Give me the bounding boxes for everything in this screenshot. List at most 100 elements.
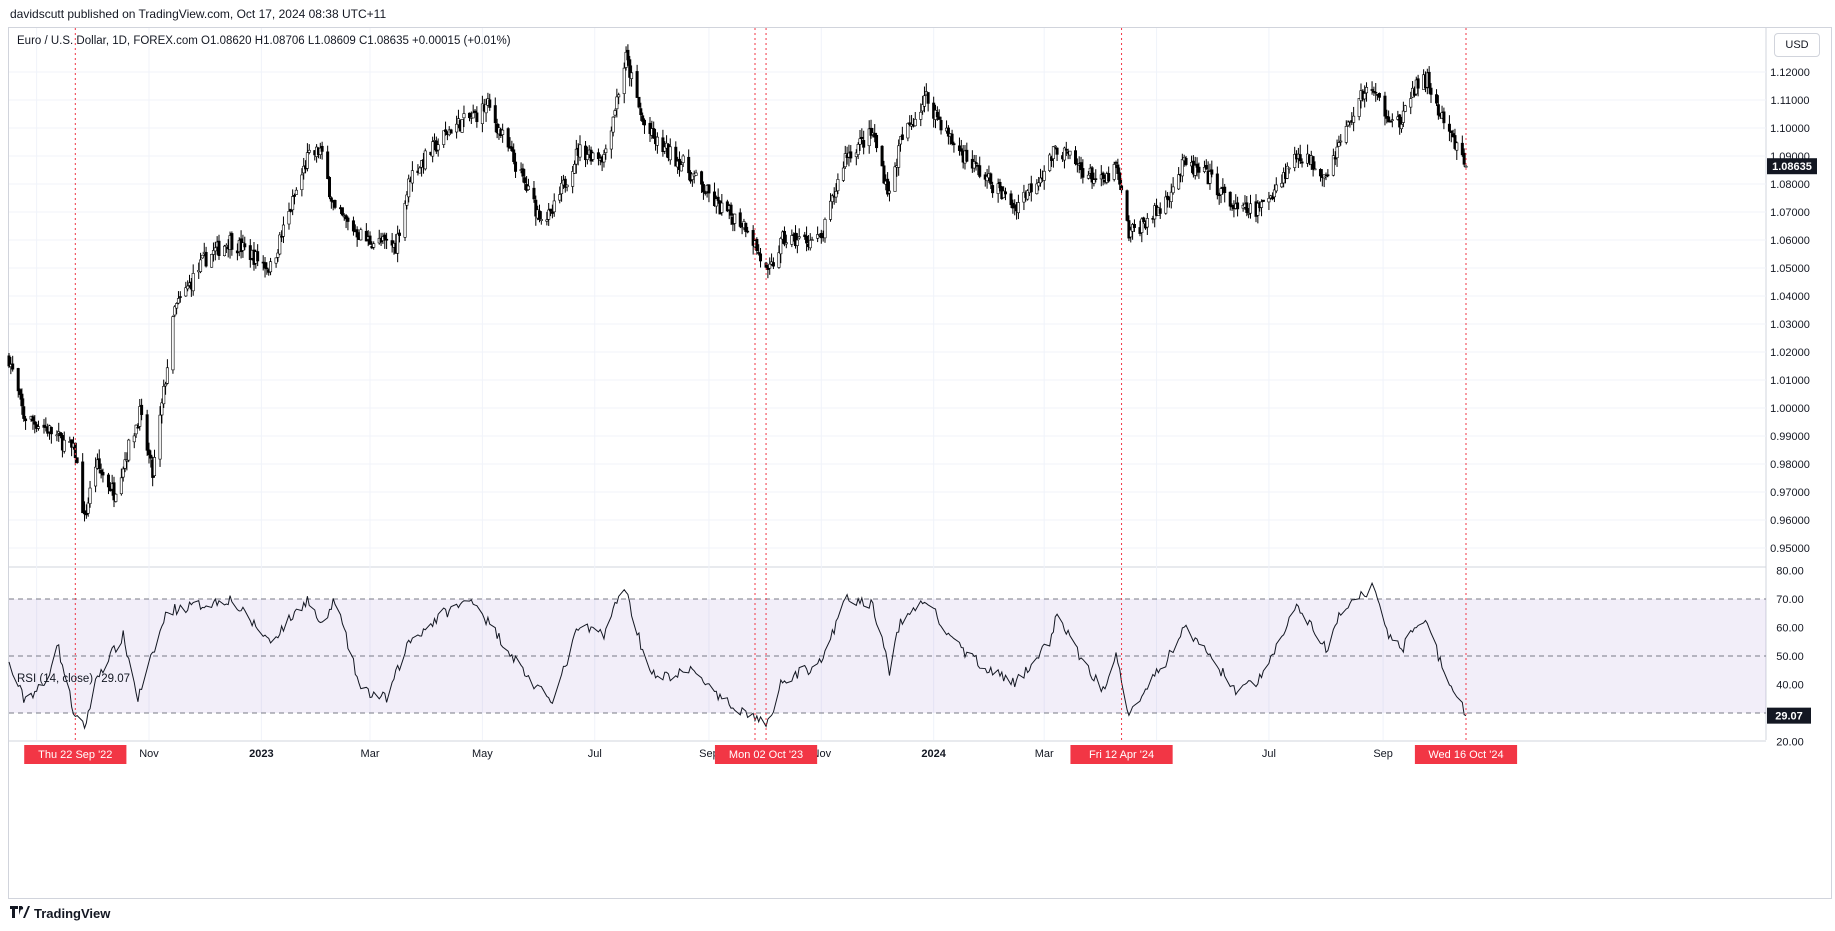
candle-body (1035, 183, 1039, 195)
candle-body (55, 434, 59, 437)
candle-body (836, 179, 840, 192)
candle-body (843, 153, 847, 168)
candle-body (808, 239, 812, 249)
candle-body (1217, 194, 1221, 197)
candle-body (858, 138, 862, 145)
candle-body (359, 229, 363, 241)
candle-body (922, 95, 926, 107)
candle-body (1267, 198, 1271, 203)
candle-body (764, 262, 768, 268)
candle-body (777, 252, 781, 268)
candle-body (1298, 154, 1302, 162)
candle-body (613, 110, 617, 116)
candle-body (768, 263, 772, 269)
candle-body (460, 119, 464, 133)
candle-body (1285, 165, 1289, 179)
candle-body (805, 235, 809, 244)
candle-body (134, 424, 138, 435)
candle-body (493, 105, 497, 124)
rsi-tick-label: 60.00 (1776, 623, 1804, 635)
candle-body (1398, 114, 1402, 128)
price-tick-label: 1.05000 (1770, 263, 1810, 275)
candle-body (1210, 169, 1214, 175)
candle-body (1016, 202, 1020, 214)
candle-body (1339, 140, 1343, 143)
candle-body (471, 112, 475, 119)
candle-body (1094, 178, 1098, 180)
candle-body (1261, 199, 1265, 202)
candle-body (162, 386, 166, 405)
candle-body (1374, 91, 1378, 94)
candle-body (340, 207, 344, 216)
candle-body (164, 383, 168, 387)
candle-body (1300, 161, 1304, 164)
candle-body (663, 146, 667, 152)
chart-frame (8, 27, 1832, 899)
candle-body (18, 389, 22, 395)
candle-body (1390, 119, 1394, 122)
symbol-legend[interactable]: Euro / U.S. Dollar, 1D, FOREX.com O1.086… (17, 35, 511, 47)
candle-body (94, 466, 98, 487)
price-tick-label: 1.06000 (1770, 235, 1810, 247)
candle-body (62, 439, 66, 452)
candle-body (733, 213, 737, 224)
candle-body (729, 204, 733, 216)
candle-body (1068, 150, 1072, 156)
candle-body (136, 426, 140, 429)
candle-body (1092, 179, 1096, 184)
candle-body (642, 119, 646, 126)
candle-body (211, 250, 215, 255)
tradingview-brand[interactable]: TradingView (10, 906, 110, 921)
candle-body (1142, 217, 1146, 223)
candle-body (1337, 142, 1341, 147)
candle-body (668, 146, 672, 161)
candle-body (1447, 123, 1451, 132)
candle-body (158, 414, 162, 460)
candle-body (397, 232, 401, 236)
candle-body (36, 426, 40, 429)
candle-body (565, 184, 569, 188)
price-tick-label: 1.04000 (1770, 291, 1810, 303)
candle-body (547, 209, 551, 220)
candle-body (81, 461, 85, 514)
candle-body (1107, 173, 1111, 182)
candle-body (1112, 164, 1116, 180)
candle-body (49, 426, 53, 435)
rsi-legend[interactable]: RSI (14, close) 29.07 (17, 673, 130, 685)
candle-body (114, 493, 118, 502)
candle-body (1132, 223, 1136, 228)
candle-body (1236, 202, 1240, 210)
candle-body (300, 174, 304, 191)
candle-body (707, 184, 711, 194)
candle-body (1365, 87, 1369, 94)
candle-body (16, 368, 20, 392)
candle-body (622, 67, 626, 94)
candle-body (372, 243, 376, 248)
candle-body (720, 202, 724, 213)
candle-body (939, 120, 943, 131)
candle-body (1125, 190, 1129, 221)
candle-body (626, 49, 630, 61)
candle-body (1256, 203, 1260, 216)
candle-body (1140, 218, 1144, 233)
candle-body (1346, 121, 1350, 126)
currency-button[interactable]: USD (1774, 33, 1820, 57)
last-price-label: 1.08635 (1772, 161, 1812, 173)
candle-body (112, 482, 116, 501)
price-tick-label: 1.11000 (1771, 95, 1810, 107)
candle-body (1193, 165, 1197, 176)
candle-body (153, 457, 157, 476)
time-tick-label: Nov (139, 748, 159, 760)
candle-body (1436, 104, 1440, 116)
candle-body (900, 134, 904, 140)
candle-body (1372, 91, 1376, 93)
candle-body (1453, 135, 1457, 149)
candle-body (860, 136, 864, 139)
candle-body (797, 236, 801, 239)
price-tick-label: 1.03000 (1770, 319, 1810, 331)
time-tick-label: 2023 (249, 748, 273, 760)
candle-body (396, 233, 400, 254)
candle-body (510, 146, 514, 152)
candle-body (574, 148, 578, 165)
